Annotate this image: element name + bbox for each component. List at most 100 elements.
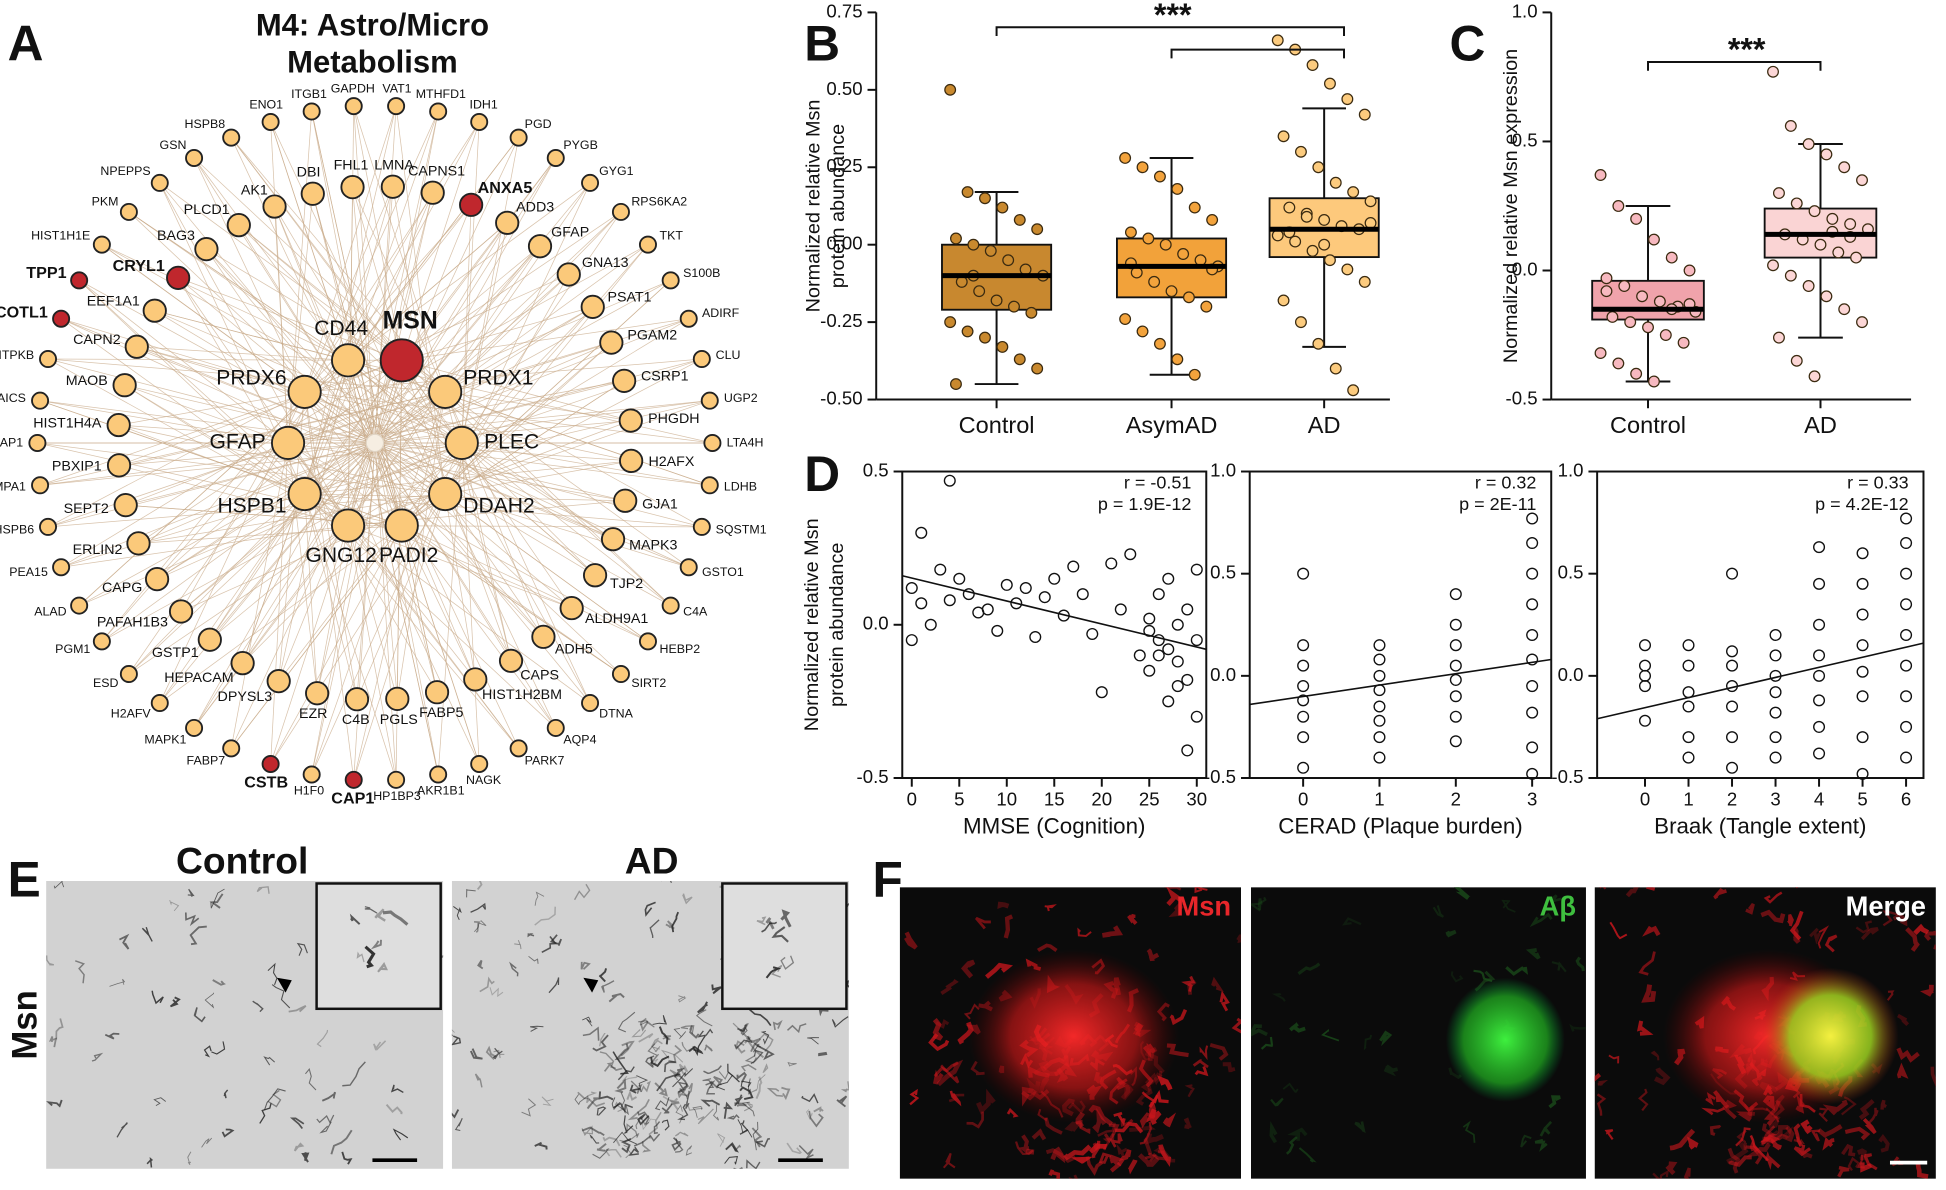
stain — [451, 1035, 462, 1046]
x-tick-label: 0 — [1298, 788, 1308, 809]
panel-label: C — [1449, 15, 1485, 71]
stain — [808, 1110, 824, 1128]
stain — [1250, 896, 1267, 912]
network-node-label: C4B — [342, 712, 370, 728]
stain — [1109, 1154, 1125, 1173]
channel-label: Aβ — [1540, 890, 1576, 921]
panel-label: A — [8, 15, 44, 71]
data-point — [1726, 761, 1739, 774]
network-edge — [374, 442, 622, 675]
network-edge — [374, 442, 671, 606]
stain — [1824, 934, 1838, 953]
stain — [509, 961, 519, 977]
network-node-label: PGLS — [380, 712, 418, 728]
stain — [725, 1142, 739, 1153]
network-node-label: DPYSL3 — [218, 689, 273, 705]
data-point — [1856, 577, 1869, 590]
data-point — [1612, 357, 1625, 370]
network-node-label: HEPACAM — [164, 670, 233, 686]
stain — [740, 1080, 752, 1088]
network-node-label: PGAM2 — [627, 328, 677, 344]
stain — [187, 888, 195, 898]
data-point — [1526, 767, 1539, 780]
data-point — [1010, 597, 1023, 610]
stain — [1642, 925, 1661, 937]
network-edge — [461, 137, 519, 444]
data-point — [1133, 649, 1146, 662]
data-point — [943, 474, 956, 487]
stain — [1454, 887, 1471, 900]
significance-label: *** — [1154, 0, 1192, 33]
stain — [1822, 1136, 1835, 1151]
stain — [1860, 927, 1879, 941]
data-point — [1856, 608, 1869, 621]
stain — [1271, 992, 1286, 1002]
network-edge — [347, 157, 557, 526]
data-point — [1683, 264, 1696, 277]
network-node-label: HP1BP3 — [373, 789, 421, 803]
x-tick-label: 30 — [1186, 788, 1207, 809]
data-point — [915, 597, 928, 610]
stain — [680, 1025, 695, 1034]
data-point — [1329, 176, 1342, 189]
data-point — [1856, 174, 1868, 187]
column-label: AD — [625, 839, 679, 881]
stain — [677, 1103, 689, 1121]
stain — [1920, 984, 1934, 997]
annotation: p = 2E-11 — [1459, 494, 1536, 514]
data-point — [1726, 700, 1739, 713]
x-tick-label: 0 — [907, 788, 917, 809]
stain — [1726, 1141, 1749, 1165]
stain — [762, 1063, 769, 1074]
data-point — [1318, 238, 1331, 251]
network-node — [429, 102, 448, 121]
stain — [752, 1121, 759, 1151]
stain — [489, 987, 504, 998]
data-point — [1653, 295, 1666, 308]
network-node-label: BAG3 — [157, 228, 195, 244]
stain — [1139, 1121, 1152, 1145]
stain — [629, 1084, 641, 1094]
stain — [476, 880, 483, 890]
network-edge — [311, 111, 403, 526]
stain — [674, 1131, 689, 1137]
network-node — [305, 681, 330, 706]
stain — [771, 926, 789, 943]
network-node-label: LDHB — [724, 479, 757, 493]
stain — [1287, 1127, 1308, 1141]
data-point — [1159, 238, 1172, 251]
network-edge — [79, 442, 462, 606]
data-point — [1297, 710, 1310, 723]
stain — [1097, 1122, 1116, 1137]
stain — [221, 1128, 235, 1138]
network-edge — [159, 493, 305, 704]
network-node — [185, 149, 204, 168]
stain — [942, 1152, 956, 1169]
stain — [904, 931, 918, 950]
network-edge — [47, 493, 446, 528]
data-point — [1171, 618, 1184, 631]
stain — [840, 1081, 849, 1093]
network-node — [262, 194, 287, 219]
stain — [650, 1037, 663, 1048]
data-point — [1638, 659, 1652, 672]
stain — [960, 959, 976, 979]
stain — [75, 960, 86, 984]
network-node — [470, 112, 489, 131]
stain — [1709, 1124, 1722, 1137]
y-tick-label: 0.0 — [1558, 664, 1584, 685]
network-node-label: TJP2 — [610, 576, 643, 592]
data-point — [961, 325, 974, 338]
stain — [364, 945, 376, 969]
data-point — [1347, 384, 1360, 397]
network-edge — [209, 525, 349, 641]
stain — [807, 1037, 820, 1045]
stain — [681, 1041, 695, 1052]
stain — [1641, 984, 1657, 1003]
network-node — [700, 391, 719, 410]
data-point — [1813, 694, 1826, 707]
x-tick-label: 10 — [996, 788, 1017, 809]
stain — [392, 1128, 409, 1141]
network-edge — [304, 391, 544, 638]
stain — [1575, 956, 1585, 972]
